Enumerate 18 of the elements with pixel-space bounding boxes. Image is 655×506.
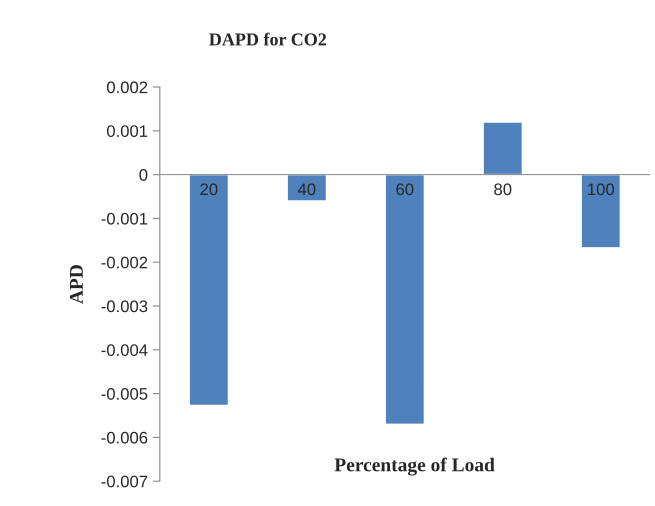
x-tick-label: 100 [588, 183, 614, 196]
x-axis-title: Percentage of Load [334, 458, 495, 476]
y-tick-label: -0.005 [102, 388, 148, 400]
y-tick-label: -0.001 [102, 212, 148, 225]
y-tick-label: -0.003 [102, 300, 148, 312]
y-tick-label: -0.007 [102, 476, 148, 488]
y-tick-label: -0.002 [102, 256, 148, 268]
y-tick-label: 0.001 [106, 125, 148, 138]
x-tick-label: 80 [494, 183, 512, 196]
x-tick-label: 60 [396, 183, 414, 196]
y-axis-title: APD [70, 265, 83, 304]
y-tick-label: -0.004 [102, 344, 148, 356]
y-tick-label: 0.002 [106, 81, 148, 94]
chart-title: DAPD for CO2 [209, 32, 326, 46]
x-tick-label: 40 [298, 183, 316, 196]
y-tick-label: -0.006 [102, 432, 148, 444]
x-tick-label: 20 [200, 183, 218, 196]
y-tick-label: 0 [139, 169, 148, 181]
